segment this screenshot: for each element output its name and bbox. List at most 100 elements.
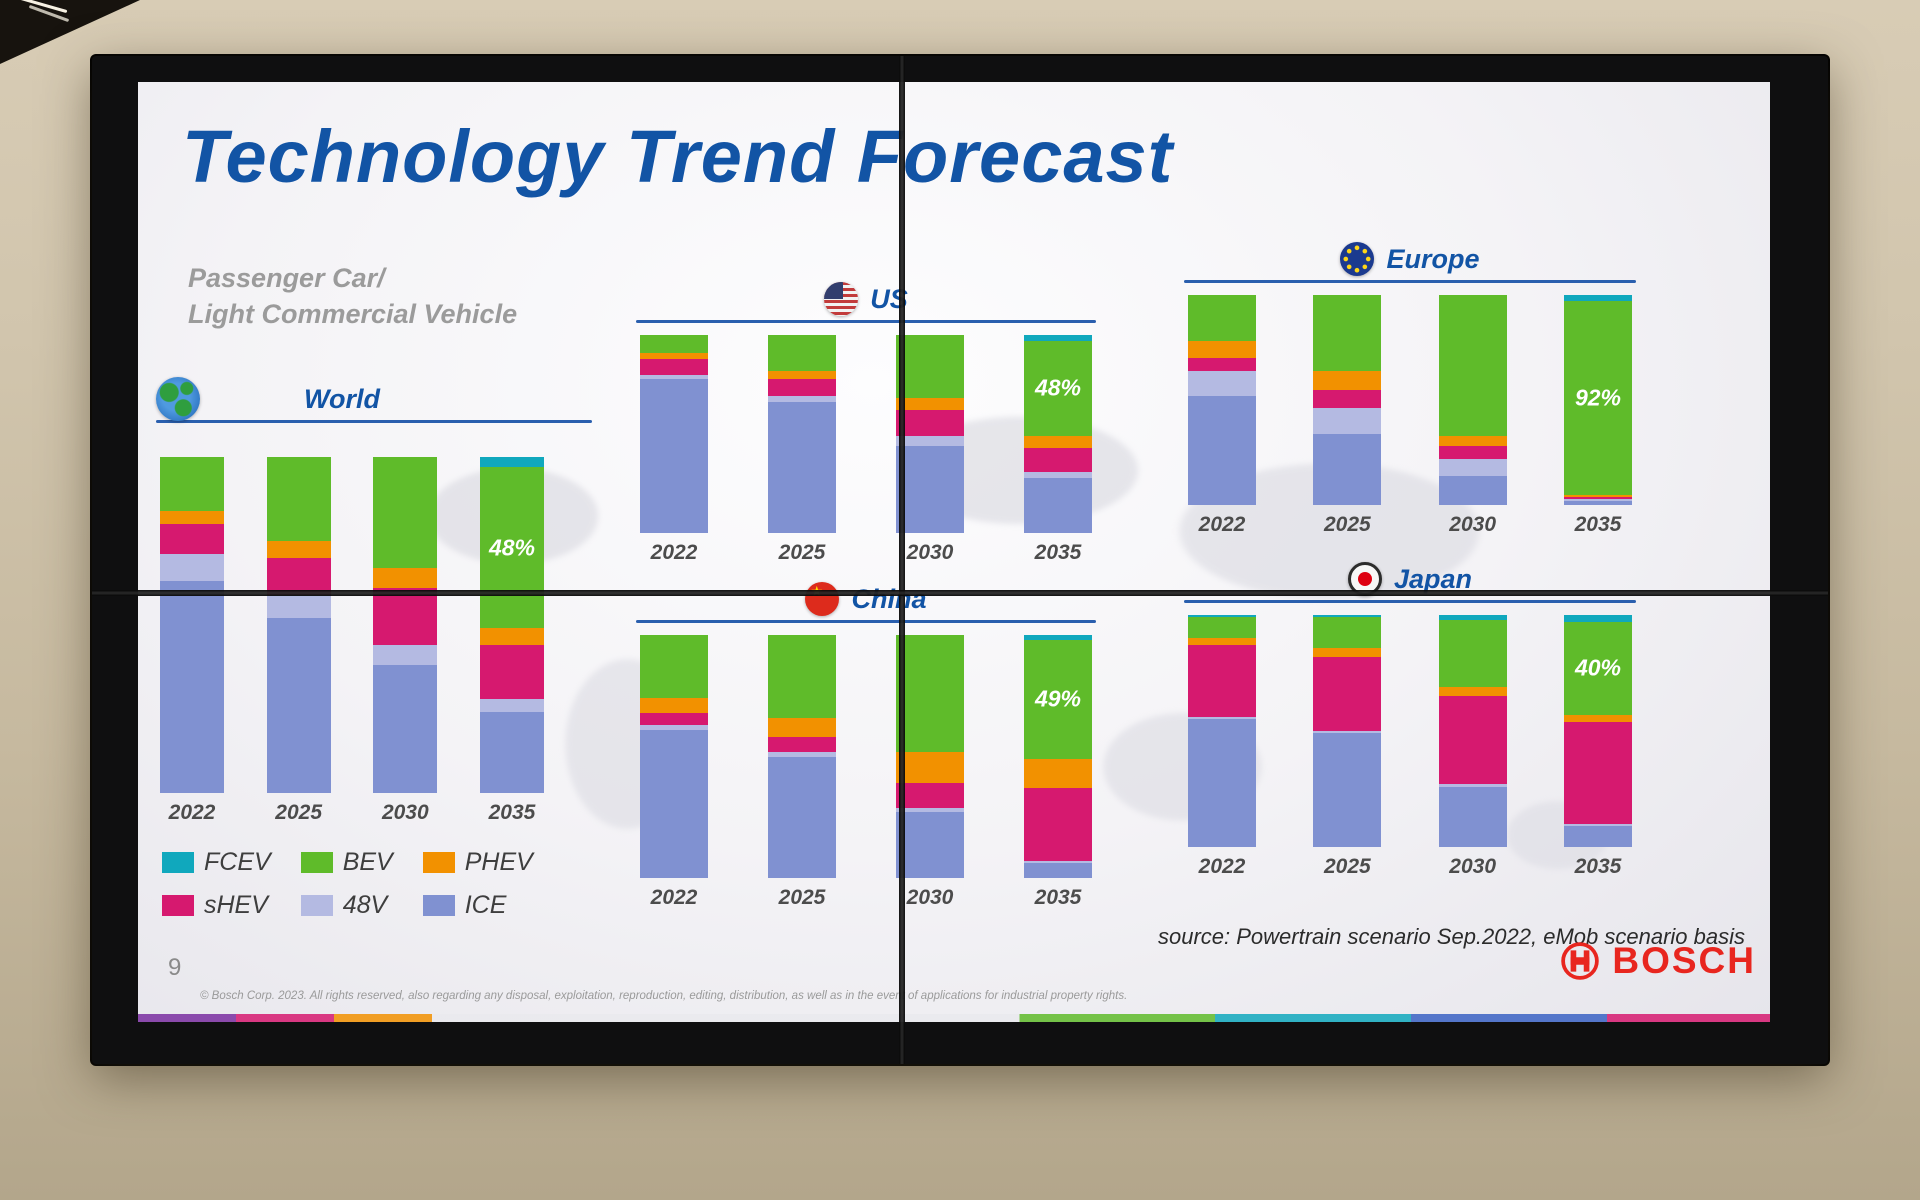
legend-item-PHEV: PHEV [422, 848, 533, 877]
segment-48V [768, 396, 836, 403]
segment-48V [1313, 408, 1382, 434]
legend-label: ICE [464, 891, 507, 919]
segment-PHEV [1563, 494, 1632, 497]
x-tick-label: 2025 [778, 541, 826, 564]
stacked-bar-2025 [1313, 615, 1382, 847]
segment-ICE [1024, 863, 1092, 878]
legend-swatch-48V [300, 895, 333, 916]
chart-title: Europe [1386, 243, 1480, 274]
segment-48V [1188, 717, 1256, 720]
stacked-bar-2035: 48% [479, 457, 544, 793]
slide-title: Technology Trend Forecast [182, 115, 1174, 198]
chart-plot: 40% [1184, 615, 1636, 847]
stacked-bar-2035: 40% [1563, 615, 1632, 847]
legend: FCEV BEV PHEV sHEV 48V ICE [162, 848, 533, 920]
segment-PHEV [896, 398, 964, 411]
segment-sHEV [1563, 496, 1632, 499]
segment-sHEV [1024, 447, 1092, 472]
segment-48V [1563, 823, 1632, 827]
legend-label: 48V [342, 891, 388, 919]
legend-label: BEV [342, 848, 393, 876]
legend-swatch-FCEV [162, 852, 194, 873]
segment-PHEV [1313, 370, 1382, 390]
segment-PHEV [1313, 647, 1382, 657]
segment-BEV [1188, 617, 1256, 639]
segment-BEV [1313, 295, 1382, 371]
chart-plot: 48% [156, 457, 548, 793]
segment-ICE [640, 729, 708, 878]
x-tick-label: 2025 [1323, 855, 1371, 878]
segment-48V [640, 724, 708, 730]
x-tick-label: 2030 [906, 886, 954, 909]
segment-BEV [896, 335, 964, 399]
segment-48V [1438, 784, 1507, 787]
segment-BEV: 48% [479, 467, 544, 629]
eu-flag-icon [1340, 242, 1375, 276]
bosch-wordmark: BOSCH [1612, 940, 1756, 981]
segment-PHEV [1563, 714, 1632, 722]
stacked-bar-2035: 92% [1563, 295, 1632, 505]
x-tick-label: 2025 [778, 886, 826, 909]
chart-header: Europe [1184, 238, 1636, 280]
legend-swatch-ICE [422, 895, 455, 916]
segment-ICE [1188, 719, 1256, 847]
stacked-bar-2030 [896, 635, 964, 878]
legend-label: FCEV [204, 848, 271, 876]
segment-sHEV [768, 737, 836, 752]
segment-FCEV [1313, 615, 1382, 618]
legend-label: PHEV [464, 848, 533, 876]
x-tick-label: 2022 [168, 801, 216, 824]
segment-BEV [640, 635, 708, 699]
bottom-color-strip [138, 1014, 1770, 1022]
chart-x-axis: 2022 2025 2030 2035 [1184, 855, 1636, 879]
chart-title: World [304, 383, 380, 414]
segment-PHEV [373, 567, 438, 589]
segment-BEV [1313, 617, 1382, 648]
bosch-logo: BOSCH [1560, 940, 1756, 982]
chart-header: China [636, 578, 1096, 620]
segment-PHEV [1438, 686, 1507, 697]
segment-sHEV [266, 557, 331, 595]
chart-x-axis: 2022 2025 2030 2035 [1184, 513, 1636, 537]
segment-sHEV [160, 524, 224, 555]
segment-PHEV [1024, 758, 1092, 789]
x-tick-label: 2025 [1323, 513, 1371, 536]
copyright-text: © Bosch Corp. 2023. All rights reserved,… [200, 990, 1128, 1002]
bar-percent-label: 92% [1574, 384, 1622, 411]
chart-x-axis: 2022 2025 2030 2035 [156, 801, 548, 825]
segment-ICE [266, 618, 331, 793]
chart-china: China 49% 2022 2025 2030 2035 [636, 578, 1096, 910]
segment-ICE [896, 812, 964, 878]
segment-PHEV [266, 541, 331, 558]
segment-BEV: 40% [1563, 621, 1632, 715]
subtitle-line-1: Passenger Car/ [188, 263, 385, 293]
chart-title: China [851, 583, 927, 614]
segment-48V [1024, 861, 1092, 864]
x-tick-label: 2022 [650, 886, 698, 909]
segment-ICE [768, 402, 836, 533]
stacked-bar-2035: 49% [1024, 635, 1092, 878]
chart-x-axis: 2022 2025 2030 2035 [636, 541, 1096, 565]
globe-icon [156, 377, 200, 421]
segment-48V [479, 698, 544, 713]
segment-sHEV [1313, 656, 1382, 732]
stacked-bar-2030 [1438, 295, 1507, 505]
stacked-bar-2035: 48% [1024, 335, 1092, 533]
segment-48V [1438, 458, 1507, 476]
segment-BEV: 48% [1024, 340, 1092, 436]
chart-title-underline [636, 620, 1096, 623]
x-tick-label: 2030 [1449, 513, 1497, 536]
x-tick-label: 2035 [1574, 513, 1622, 536]
subtitle-line-2: Light Commercial Vehicle [188, 299, 518, 330]
stacked-bar-2022 [1188, 295, 1256, 505]
segment-ICE [1438, 475, 1507, 505]
segment-ICE [1438, 786, 1507, 847]
x-tick-label: 2035 [1574, 855, 1622, 878]
segment-48V [896, 436, 964, 446]
segment-FCEV [1563, 295, 1632, 302]
ceiling-fixture [0, 0, 140, 64]
stacked-bar-2030 [1438, 615, 1507, 847]
segment-sHEV [1563, 721, 1632, 824]
legend-label: sHEV [204, 891, 268, 919]
